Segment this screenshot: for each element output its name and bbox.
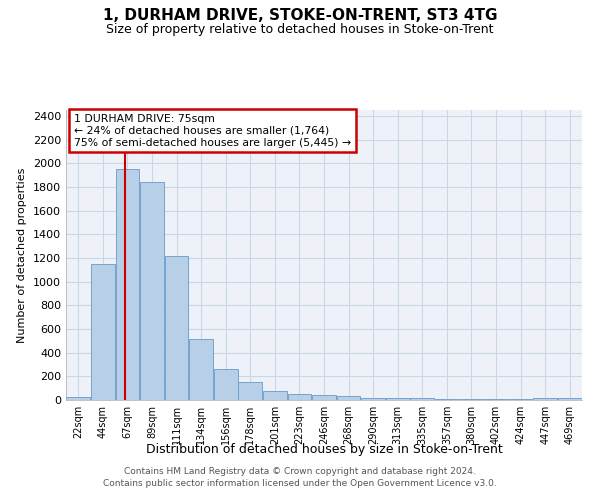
Bar — [91, 264, 115, 400]
Bar — [460, 399, 484, 400]
Bar — [263, 391, 287, 400]
Bar — [164, 256, 188, 400]
Bar — [312, 396, 336, 400]
Bar — [214, 368, 238, 400]
Text: Contains public sector information licensed under the Open Government Licence v3: Contains public sector information licen… — [103, 478, 497, 488]
Bar — [533, 398, 557, 400]
Text: Contains HM Land Registry data © Crown copyright and database right 2024.: Contains HM Land Registry data © Crown c… — [124, 467, 476, 476]
Text: 1 DURHAM DRIVE: 75sqm
← 24% of detached houses are smaller (1,764)
75% of semi-d: 1 DURHAM DRIVE: 75sqm ← 24% of detached … — [74, 114, 351, 148]
Bar — [558, 398, 581, 400]
Text: 1, DURHAM DRIVE, STOKE-ON-TRENT, ST3 4TG: 1, DURHAM DRIVE, STOKE-ON-TRENT, ST3 4TG — [103, 8, 497, 22]
Bar — [386, 398, 410, 400]
Bar — [410, 398, 434, 400]
Bar — [189, 339, 213, 400]
Y-axis label: Number of detached properties: Number of detached properties — [17, 168, 28, 342]
Bar — [361, 398, 385, 400]
Bar — [435, 399, 459, 400]
Bar — [67, 397, 90, 400]
Bar — [140, 182, 164, 400]
Bar — [337, 396, 361, 400]
Bar — [116, 169, 139, 400]
Text: Size of property relative to detached houses in Stoke-on-Trent: Size of property relative to detached ho… — [106, 22, 494, 36]
Text: Distribution of detached houses by size in Stoke-on-Trent: Distribution of detached houses by size … — [146, 442, 502, 456]
Bar — [287, 394, 311, 400]
Bar — [238, 382, 262, 400]
